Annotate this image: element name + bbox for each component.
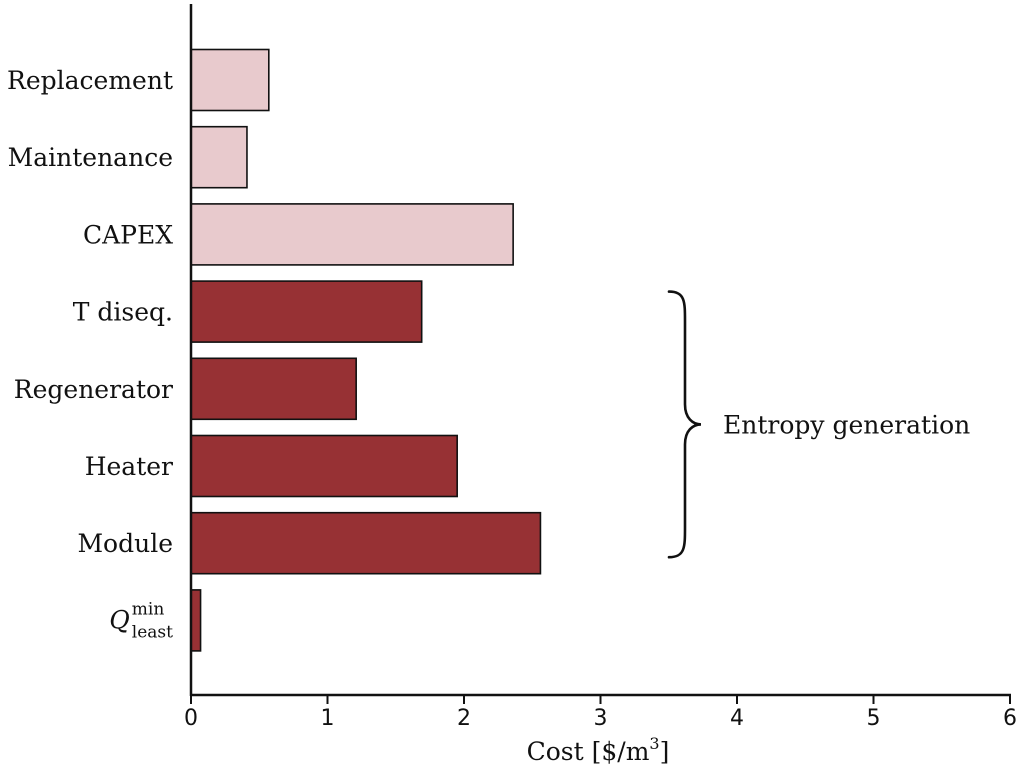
q-subscript: least <box>132 622 173 642</box>
x-axis-title-superscript: 3 <box>649 734 659 753</box>
category-label-capex: CAPEX <box>83 220 173 249</box>
curly-brace-icon <box>667 290 702 559</box>
bar-maintenance <box>190 125 248 189</box>
entropy-brace: Entropy generation <box>667 290 970 559</box>
x-tick-label: 0 <box>184 706 198 731</box>
x-tick-label: 6 <box>1003 706 1017 731</box>
bar-t-diseq <box>190 280 423 343</box>
bars-group <box>190 48 542 652</box>
x-tick-label: 5 <box>867 706 881 731</box>
axes <box>189 4 1011 697</box>
bar-module <box>190 511 542 575</box>
q-symbol: Q <box>109 605 130 634</box>
bar-regenerator <box>190 357 357 421</box>
bar-q-least-min <box>190 589 202 652</box>
bar-capex <box>190 203 514 266</box>
category-label-t-diseq: T diseq. <box>73 298 173 327</box>
x-ticks: 0 1 2 3 4 5 6 <box>184 695 1017 731</box>
category-label-replacement: Replacement <box>7 66 173 95</box>
bar-heater <box>190 434 458 498</box>
bar-replacement <box>190 48 270 112</box>
annotation-entropy-generation: Entropy generation <box>723 410 970 439</box>
category-label-regenerator: Regenerator <box>14 375 173 404</box>
category-label-maintenance: Maintenance <box>8 143 173 172</box>
x-axis-title: Cost [$/m3] <box>527 734 670 766</box>
q-superscript: min <box>132 599 165 619</box>
x-tick-label: 4 <box>730 706 744 731</box>
x-axis-title-close: ] <box>660 737 670 766</box>
x-tick-label: 2 <box>457 706 471 731</box>
category-labels: Replacement Maintenance CAPEX T diseq. Regen… <box>7 66 173 642</box>
x-tick-label: 1 <box>321 706 335 731</box>
x-tick-label: 3 <box>594 706 608 731</box>
category-label-module: Module <box>77 529 173 558</box>
category-label-heater: Heater <box>85 452 173 481</box>
